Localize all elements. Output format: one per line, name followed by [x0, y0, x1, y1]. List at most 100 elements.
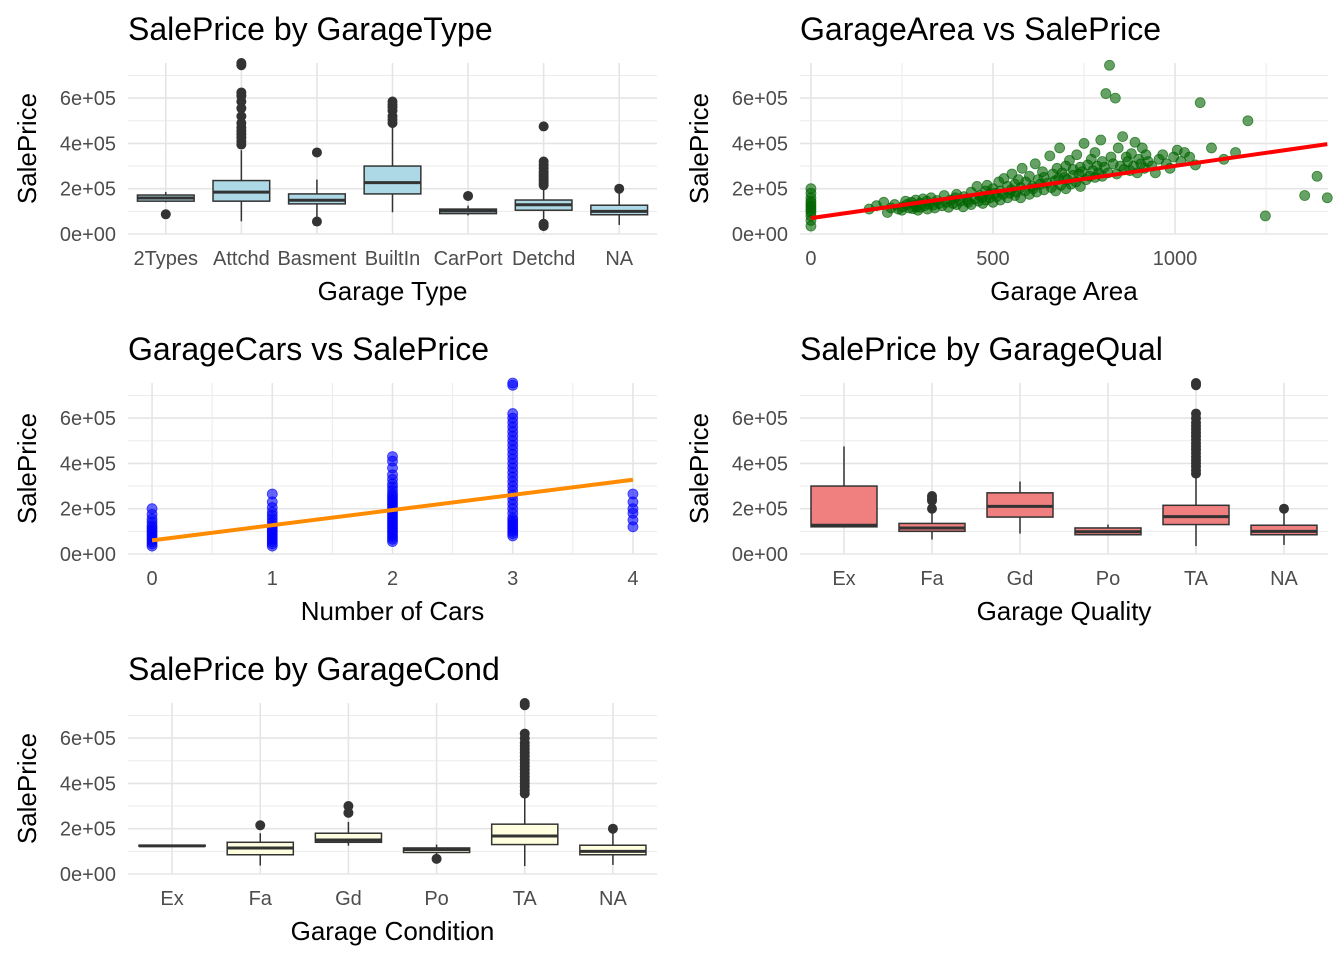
- outlier-point: [519, 698, 530, 708]
- x-axis-title: Garage Condition: [291, 916, 495, 946]
- box-body: [363, 165, 422, 195]
- x-tick-label: 500: [976, 248, 1009, 270]
- box-body: [314, 832, 383, 844]
- outlier-point: [343, 801, 354, 812]
- scatter-point: [1071, 149, 1083, 161]
- x-tick-label: 0: [805, 248, 816, 270]
- scatter-points: [805, 59, 1333, 232]
- outlier-point: [236, 58, 247, 68]
- x-tick-label: Gd: [1007, 568, 1034, 590]
- box-TA: [1162, 378, 1230, 547]
- box-CarPort: [438, 190, 498, 216]
- x-tick-label: Attchd: [213, 248, 270, 270]
- box-Detchd: [514, 121, 573, 232]
- chart-title: GarageCars vs SalePrice: [128, 331, 489, 367]
- scatter-point: [1078, 138, 1090, 149]
- box-body: [1162, 504, 1230, 526]
- x-tick-label: 4: [627, 568, 638, 590]
- y-tick-label: 4e+05: [60, 773, 116, 795]
- scatter-point: [387, 451, 398, 463]
- outlier-point: [236, 111, 247, 122]
- scatter-point: [1117, 131, 1129, 143]
- x-tick-label: NA: [599, 888, 627, 910]
- x-tick-label: CarPort: [434, 248, 503, 270]
- y-tick-label: 2e+05: [60, 179, 116, 201]
- panel-3: GarageCars vs SalePrice 0e+00 2e+05 4e+05 6e…: [12, 331, 657, 626]
- y-tick-label: 0e+00: [60, 224, 116, 246]
- x-tick-label: 2: [387, 568, 398, 590]
- box-NA: [590, 183, 649, 225]
- x-tick-label: BuiltIn: [365, 248, 421, 270]
- scatter-point: [1206, 142, 1217, 154]
- x-tick-label: Fa: [920, 568, 944, 590]
- scatter-point: [266, 488, 278, 500]
- outlier-point: [1191, 378, 1201, 388]
- scatter-point: [1242, 115, 1254, 127]
- box-body: [810, 485, 878, 528]
- panel-1: SalePrice by GarageType 0e+00 2e+05 4e+05 6e…: [12, 11, 657, 306]
- outlier-point: [538, 218, 549, 229]
- x-tick-label: TA: [1184, 568, 1209, 590]
- outlier-point: [519, 728, 530, 739]
- y-tick-label: 0e+00: [60, 864, 116, 886]
- chart-title: SalePrice by GarageType: [128, 11, 493, 47]
- x-tick-label: Detchd: [512, 248, 575, 270]
- box-Po: [402, 844, 471, 864]
- y-tick-label: 2e+05: [60, 819, 116, 841]
- box-2Types: [136, 192, 195, 220]
- x-tick-label: Fa: [249, 888, 273, 910]
- scatter-point: [1089, 147, 1101, 158]
- x-tick-label: 1000: [1153, 248, 1198, 270]
- x-tick-label: 1: [267, 568, 278, 590]
- scatter-point: [1157, 149, 1169, 161]
- scatter-point: [1194, 97, 1206, 109]
- y-tick-label: 6e+05: [60, 728, 116, 750]
- outlier-point: [236, 87, 247, 98]
- box-Fa: [226, 820, 295, 866]
- panel-5: SalePrice by GarageCond 0e+00 2e+05 4e+05 6e…: [12, 651, 657, 946]
- panel-4: SalePrice by GarageQual 0e+00 2e+05 4e+05 6e…: [684, 331, 1328, 626]
- outlier-point: [614, 183, 625, 194]
- x-tick-label: Gd: [335, 888, 362, 910]
- scatter-point: [805, 183, 817, 195]
- x-tick-label: Basment: [277, 248, 356, 270]
- outlier-point: [311, 147, 322, 158]
- y-axis-title: SalePrice: [684, 413, 714, 524]
- box-Attchd: [212, 58, 271, 222]
- scatter-point: [1104, 59, 1115, 71]
- box-NA: [1250, 503, 1318, 545]
- scatter-point: [1109, 92, 1121, 104]
- scatter-point: [1064, 154, 1075, 166]
- fit-line: [151, 477, 634, 543]
- outlier-point: [463, 190, 474, 201]
- outlier-point: [538, 156, 549, 167]
- scatter-point: [1125, 148, 1137, 159]
- scatter-point: [627, 488, 639, 500]
- scatter-point: [1259, 210, 1271, 222]
- box-Gd: [986, 481, 1054, 534]
- box-Gd: [314, 801, 383, 846]
- outlier-point: [255, 820, 266, 831]
- y-axis-title: SalePrice: [12, 733, 42, 844]
- scatter-point: [1129, 136, 1141, 148]
- chart-title: SalePrice by GarageCond: [128, 651, 500, 687]
- y-axis-title: SalePrice: [12, 93, 42, 204]
- scatter-point: [1112, 142, 1124, 154]
- scatter-point: [146, 503, 158, 515]
- box-Ex: [810, 446, 878, 528]
- y-axis-title: SalePrice: [12, 413, 42, 524]
- scatter-point: [1321, 192, 1333, 204]
- box-body: [490, 823, 559, 846]
- scatter-point: [1100, 88, 1112, 99]
- outlier-point: [1279, 503, 1289, 514]
- box-Ex: [138, 844, 206, 848]
- outlier-point: [927, 491, 937, 502]
- y-tick-label: 6e+05: [732, 408, 788, 430]
- scatter-point: [1311, 170, 1323, 182]
- scatter-point: [1299, 190, 1311, 201]
- y-axis-title: SalePrice: [684, 93, 714, 204]
- x-tick-label: Po: [424, 888, 448, 910]
- x-tick-label: Po: [1096, 568, 1120, 590]
- outlier-point: [431, 853, 442, 864]
